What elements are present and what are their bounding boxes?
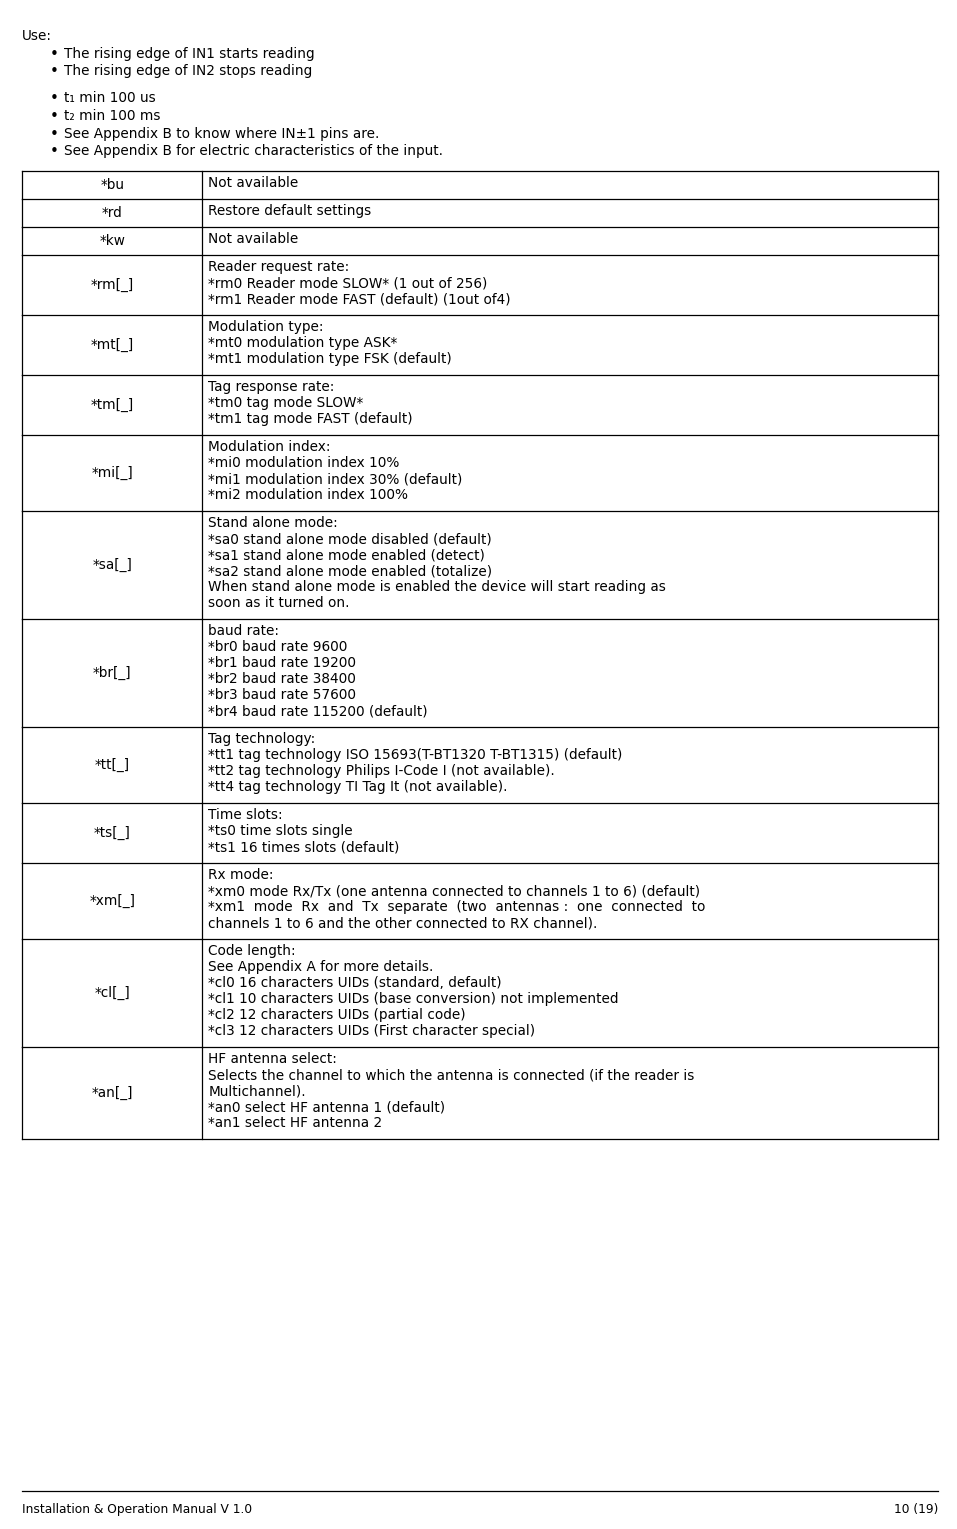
Text: *br4 baud rate 115200 (default): *br4 baud rate 115200 (default) <box>209 705 428 719</box>
Text: Multichannel).: Multichannel). <box>209 1084 306 1098</box>
Text: t₁ min 100 us: t₁ min 100 us <box>64 92 156 106</box>
Text: *br3 baud rate 57600: *br3 baud rate 57600 <box>209 688 356 702</box>
Text: See Appendix B for electric characteristics of the input.: See Appendix B for electric characterist… <box>64 144 443 157</box>
Text: *ts1 16 times slots (default): *ts1 16 times slots (default) <box>209 841 400 855</box>
Text: *xm1  mode  Rx  and  Tx  separate  (two  antennas :  one  connected  to: *xm1 mode Rx and Tx separate (two antenn… <box>209 901 706 914</box>
Text: *br0 baud rate 9600: *br0 baud rate 9600 <box>209 641 347 654</box>
Text: baud rate:: baud rate: <box>209 624 279 639</box>
Text: *kw: *kw <box>100 234 125 248</box>
Text: *mt0 modulation type ASK*: *mt0 modulation type ASK* <box>209 336 398 350</box>
Text: *tm0 tag mode SLOW*: *tm0 tag mode SLOW* <box>209 396 364 410</box>
Text: *tt[_]: *tt[_] <box>95 758 130 772</box>
Text: *cl3 12 characters UIDs (First character special): *cl3 12 characters UIDs (First character… <box>209 1024 536 1038</box>
Text: Modulation index:: Modulation index: <box>209 440 331 454</box>
Text: *mi[_]: *mi[_] <box>91 466 133 480</box>
Text: *an[_]: *an[_] <box>92 1086 133 1101</box>
Text: •: • <box>50 64 59 80</box>
Text: *rd: *rd <box>101 206 122 220</box>
Text: *br2 baud rate 38400: *br2 baud rate 38400 <box>209 673 356 687</box>
Text: 10 (19): 10 (19) <box>894 1503 938 1515</box>
Text: *sa[_]: *sa[_] <box>92 558 132 572</box>
Text: *cl1 10 characters UIDs (base conversion) not implemented: *cl1 10 characters UIDs (base conversion… <box>209 992 619 1006</box>
Text: *rm0 Reader mode SLOW* (1 out of 256): *rm0 Reader mode SLOW* (1 out of 256) <box>209 277 488 291</box>
Text: Tag response rate:: Tag response rate: <box>209 381 335 394</box>
Text: *cl0 16 characters UIDs (standard, default): *cl0 16 characters UIDs (standard, defau… <box>209 977 502 991</box>
Text: *rm[_]: *rm[_] <box>91 278 134 292</box>
Text: *bu: *bu <box>100 179 124 193</box>
Text: The rising edge of IN1 starts reading: The rising edge of IN1 starts reading <box>64 46 315 61</box>
Text: *tm1 tag mode FAST (default): *tm1 tag mode FAST (default) <box>209 413 413 427</box>
Text: *mt1 modulation type FSK (default): *mt1 modulation type FSK (default) <box>209 352 453 367</box>
Text: *an1 select HF antenna 2: *an1 select HF antenna 2 <box>209 1116 383 1130</box>
Text: *mi0 modulation index 10%: *mi0 modulation index 10% <box>209 456 400 471</box>
Text: *cl2 12 characters UIDs (partial code): *cl2 12 characters UIDs (partial code) <box>209 1009 466 1023</box>
Text: soon as it turned on.: soon as it turned on. <box>209 596 350 610</box>
Text: t₂ min 100 ms: t₂ min 100 ms <box>64 109 161 122</box>
Text: When stand alone mode is enabled the device will start reading as: When stand alone mode is enabled the dev… <box>209 581 666 595</box>
Text: •: • <box>50 92 59 107</box>
Text: Use:: Use: <box>22 29 52 43</box>
Text: See Appendix A for more details.: See Appendix A for more details. <box>209 960 434 974</box>
Text: *xm[_]: *xm[_] <box>89 894 135 908</box>
Text: *tt4 tag technology TI Tag It (not available).: *tt4 tag technology TI Tag It (not avail… <box>209 780 508 795</box>
Text: •: • <box>50 127 59 142</box>
Text: HF antenna select:: HF antenna select: <box>209 1052 337 1066</box>
Text: *br[_]: *br[_] <box>93 667 131 680</box>
Text: Not available: Not available <box>209 176 299 191</box>
Text: •: • <box>50 109 59 124</box>
Text: *an0 select HF antenna 1 (default): *an0 select HF antenna 1 (default) <box>209 1101 446 1115</box>
Text: *ts0 time slots single: *ts0 time slots single <box>209 824 353 838</box>
Text: *sa2 stand alone mode enabled (totalize): *sa2 stand alone mode enabled (totalize) <box>209 564 493 578</box>
Text: *cl[_]: *cl[_] <box>95 986 130 1000</box>
Text: •: • <box>50 46 59 61</box>
Text: The rising edge of IN2 stops reading: The rising edge of IN2 stops reading <box>64 64 312 78</box>
Text: Time slots:: Time slots: <box>209 809 283 823</box>
Text: Stand alone mode:: Stand alone mode: <box>209 517 338 531</box>
Text: *rm1 Reader mode FAST (default) (1out of4): *rm1 Reader mode FAST (default) (1out of… <box>209 292 511 306</box>
Text: *xm0 mode Rx/Tx (one antenna connected to channels 1 to 6) (default): *xm0 mode Rx/Tx (one antenna connected t… <box>209 884 701 899</box>
Text: Selects the channel to which the antenna is connected (if the reader is: Selects the channel to which the antenna… <box>209 1069 695 1083</box>
Text: Restore default settings: Restore default settings <box>209 205 371 219</box>
Text: Reader request rate:: Reader request rate: <box>209 260 349 274</box>
Text: *tt1 tag technology ISO 15693(T-BT1320 T-BT1315) (default): *tt1 tag technology ISO 15693(T-BT1320 T… <box>209 748 623 763</box>
Text: Installation & Operation Manual V 1.0: Installation & Operation Manual V 1.0 <box>22 1503 252 1515</box>
Text: Tag technology:: Tag technology: <box>209 732 316 746</box>
Text: *br1 baud rate 19200: *br1 baud rate 19200 <box>209 656 356 670</box>
Text: *mi2 modulation index 100%: *mi2 modulation index 100% <box>209 488 409 503</box>
Text: *mi1 modulation index 30% (default): *mi1 modulation index 30% (default) <box>209 472 463 486</box>
Text: Rx mode:: Rx mode: <box>209 868 274 882</box>
Text: *mt[_]: *mt[_] <box>91 338 134 353</box>
Text: See Appendix B to know where IN±1 pins are.: See Appendix B to know where IN±1 pins a… <box>64 127 379 141</box>
Text: Code length:: Code length: <box>209 945 296 959</box>
Text: channels 1 to 6 and the other connected to RX channel).: channels 1 to 6 and the other connected … <box>209 916 598 931</box>
Text: Modulation type:: Modulation type: <box>209 321 324 335</box>
Text: •: • <box>50 144 59 159</box>
Text: *sa0 stand alone mode disabled (default): *sa0 stand alone mode disabled (default) <box>209 532 492 546</box>
Text: *sa1 stand alone mode enabled (detect): *sa1 stand alone mode enabled (detect) <box>209 549 485 563</box>
Text: *ts[_]: *ts[_] <box>94 826 131 841</box>
Text: *tm[_]: *tm[_] <box>91 399 134 413</box>
Text: Not available: Not available <box>209 232 299 246</box>
Text: *tt2 tag technology Philips I-Code I (not available).: *tt2 tag technology Philips I-Code I (no… <box>209 764 555 778</box>
